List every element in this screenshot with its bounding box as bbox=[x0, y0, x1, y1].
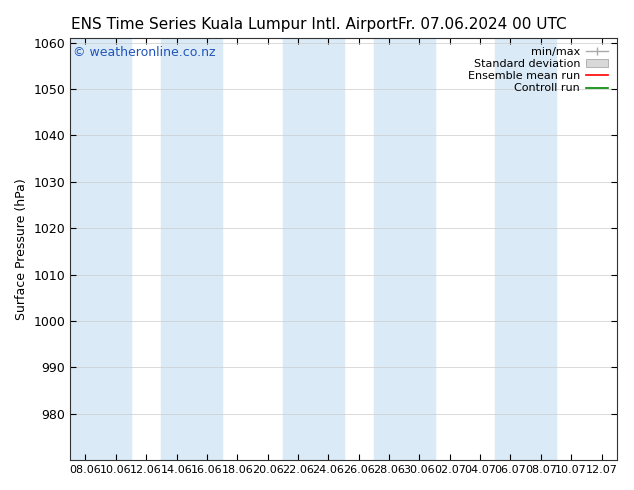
Bar bbox=[162, 38, 222, 460]
Bar bbox=[283, 38, 344, 460]
Bar bbox=[70, 38, 131, 460]
Bar bbox=[495, 38, 556, 460]
Text: ENS Time Series Kuala Lumpur Intl. Airport: ENS Time Series Kuala Lumpur Intl. Airpo… bbox=[71, 17, 398, 32]
Text: Fr. 07.06.2024 00 UTC: Fr. 07.06.2024 00 UTC bbox=[398, 17, 566, 32]
Text: © weatheronline.co.nz: © weatheronline.co.nz bbox=[73, 47, 216, 59]
Bar bbox=[374, 38, 434, 460]
Title: ENS Time Series Kuala Lumpur Intl. Airport      Fr. 07.06.2024 00 UTC: ENS Time Series Kuala Lumpur Intl. Airpo… bbox=[0, 489, 1, 490]
Y-axis label: Surface Pressure (hPa): Surface Pressure (hPa) bbox=[15, 178, 28, 320]
Legend: min/max, Standard deviation, Ensemble mean run, Controll run: min/max, Standard deviation, Ensemble me… bbox=[465, 44, 611, 97]
